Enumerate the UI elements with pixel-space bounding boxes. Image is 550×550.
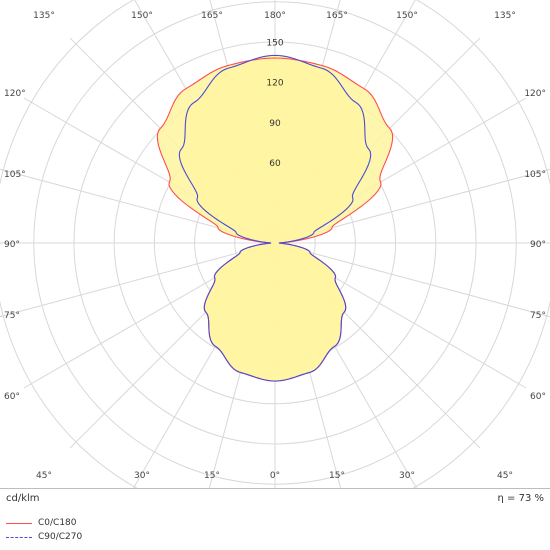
angle-label-right-4: 60° (530, 392, 546, 402)
angle-label-top-2: 165° (201, 11, 223, 21)
angle-label-bottom-1: 30° (134, 471, 150, 481)
legend: C0/C180 C90/C270 (6, 516, 82, 544)
unit-label: cd/klm (6, 493, 40, 504)
grid-spoke-285 (0, 242, 276, 318)
angle-label-right-1: 105° (524, 170, 546, 180)
radial-tick-label-1: 90 (269, 119, 281, 129)
radial-tick-label-2: 120 (266, 79, 283, 89)
angle-label-left-4: 60° (4, 392, 20, 402)
legend-swatch-c0 (6, 522, 32, 524)
angle-label-right-2: 90° (530, 240, 546, 250)
angle-label-bottom-0: 45° (36, 471, 52, 481)
legend-swatch-c90 (6, 536, 32, 538)
angle-label-top-1: 150° (131, 11, 153, 21)
grid-spoke-75 (274, 242, 550, 318)
angle-label-bottom-5: 30° (399, 471, 415, 481)
angle-label-top-0: 135° (33, 11, 55, 21)
legend-label-c0: C0/C180 (38, 518, 77, 528)
series-curve-1 (178, 54, 372, 382)
footer-divider (0, 488, 550, 489)
series-curves (156, 54, 394, 382)
angle-label-top-6: 135° (494, 11, 516, 21)
fill-1 (179, 55, 371, 382)
polar-chart: 60 90 120 150 135° 150° 165° 180° 165° 150° 135° 45… (0, 0, 550, 488)
angle-label-right-3: 75° (530, 311, 546, 321)
light-distribution-fill (157, 55, 393, 382)
angle-label-left-3: 75° (4, 311, 20, 321)
legend-item-c0: C0/C180 (6, 516, 82, 530)
angle-label-bottom-4: 15° (329, 471, 345, 481)
axis-labels: 60 90 120 150 135° 150° 165° 180° 165° 150° 135° 45… (4, 11, 546, 481)
angle-label-top-4: 165° (326, 11, 348, 21)
angle-label-left-1: 105° (4, 170, 26, 180)
angle-label-bottom-6: 45° (497, 471, 513, 481)
angle-label-top-5: 150° (396, 11, 418, 21)
angle-label-right-0: 120° (524, 89, 546, 99)
angle-label-left-0: 120° (4, 89, 26, 99)
angle-label-left-2: 90° (4, 240, 20, 250)
angle-label-top-3: 180° (264, 11, 286, 21)
legend-item-c90: C90/C270 (6, 530, 82, 544)
angle-label-bottom-2: 15° (204, 471, 220, 481)
legend-label-c90: C90/C270 (38, 532, 83, 542)
radial-tick-label-0: 60 (269, 159, 281, 169)
radial-tick-label-3: 150 (266, 39, 283, 49)
angle-label-bottom-3: 0° (270, 471, 280, 481)
efficiency-label: η = 73 % (497, 493, 544, 504)
